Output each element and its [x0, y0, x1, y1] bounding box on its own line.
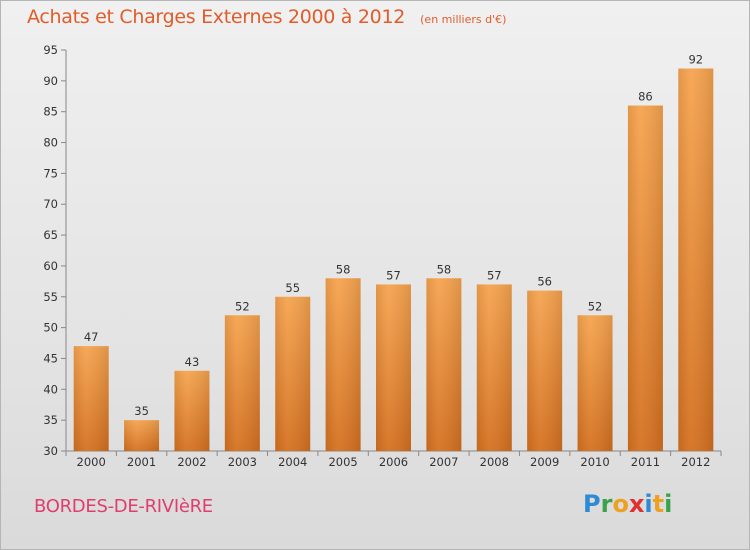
chart-title: Achats et Charges Externes 2000 à 2012 [27, 6, 406, 28]
bar-shade-2000 [73, 346, 109, 451]
y-tick-label: 50 [43, 321, 58, 335]
logo-letter: o [612, 490, 629, 518]
x-tick-label-2012: 2012 [681, 455, 710, 469]
value-label-2009: 56 [537, 275, 552, 289]
y-tick-label: 60 [43, 259, 58, 273]
y-tick-label: 30 [43, 444, 58, 458]
y-tick-label: 90 [43, 74, 58, 88]
y-tick-label: 75 [43, 166, 58, 180]
value-label-2010: 52 [588, 299, 603, 313]
x-tick-label-2005: 2005 [328, 455, 357, 469]
x-tick-label-2001: 2001 [127, 455, 156, 469]
x-tick-label-2002: 2002 [177, 455, 206, 469]
x-tick-label-2011: 2011 [631, 455, 660, 469]
bar-shade-2011 [627, 105, 663, 452]
bar-shade-2003 [224, 315, 260, 451]
bar-shade-2008 [476, 284, 512, 451]
bar-shade-2001 [124, 420, 160, 451]
bar-shade-2007 [426, 278, 462, 451]
y-tick-label: 85 [43, 105, 58, 119]
bar-shade-2004 [275, 296, 311, 451]
value-label-2001: 35 [134, 404, 149, 418]
bar-shade-2012 [678, 68, 714, 451]
value-label-2005: 58 [336, 262, 351, 276]
y-tick-label: 70 [43, 197, 58, 211]
logo-letter: P [583, 490, 601, 518]
bar-shade-2009 [527, 290, 563, 451]
chart-subtitle: (en milliers d'€) [420, 13, 507, 26]
commune-name: BORDES-DE-RIVIèRE [34, 496, 213, 517]
y-tick-label: 65 [43, 228, 58, 242]
value-label-2003: 52 [235, 299, 250, 313]
value-label-2002: 43 [185, 355, 200, 369]
logo-letter: i [664, 490, 673, 518]
x-tick-label-2006: 2006 [379, 455, 408, 469]
value-label-2008: 57 [487, 268, 502, 282]
x-tick-label-2007: 2007 [429, 455, 458, 469]
x-tick-label-2008: 2008 [480, 455, 509, 469]
x-tick-label-2004: 2004 [278, 455, 307, 469]
chart-title-block: Achats et Charges Externes 2000 à 2012 (… [27, 6, 506, 28]
value-label-2006: 57 [386, 268, 401, 282]
bar-shade-2002 [174, 370, 210, 451]
value-label-2004: 55 [285, 281, 300, 295]
x-tick-label-2009: 2009 [530, 455, 559, 469]
bar-shade-2006 [376, 284, 411, 451]
y-tick-label: 95 [43, 43, 58, 57]
y-tick-label: 45 [43, 351, 58, 365]
x-tick-label-2000: 2000 [77, 455, 106, 469]
bar-shade-2005 [325, 278, 361, 451]
value-label-2011: 86 [638, 90, 653, 104]
y-tick-label: 55 [43, 290, 58, 304]
logo-letter: i [644, 490, 653, 518]
logo-letter: t [652, 490, 665, 518]
value-label-2012: 92 [688, 53, 703, 67]
x-tick-label-2010: 2010 [580, 455, 609, 469]
proxiti-logo[interactable]: Proxiti [583, 490, 672, 518]
value-label-2000: 47 [84, 330, 99, 344]
y-tick-label: 35 [43, 413, 58, 427]
x-tick-label-2003: 2003 [228, 455, 257, 469]
y-tick-label: 40 [43, 382, 58, 396]
value-label-2007: 58 [437, 262, 452, 276]
bar-shade-2010 [577, 315, 613, 451]
logo-letter: x [628, 490, 645, 518]
logo-letter: r [600, 490, 613, 518]
y-tick-label: 80 [43, 136, 58, 150]
